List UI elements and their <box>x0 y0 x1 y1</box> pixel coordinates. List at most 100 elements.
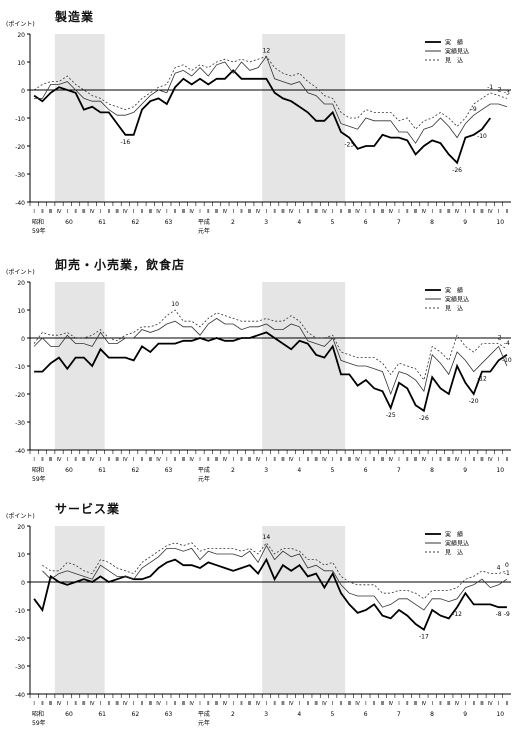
data-label: -2 <box>496 335 502 342</box>
year-label: 7 <box>397 467 401 474</box>
x-tick-label: Ⅳ <box>189 209 194 215</box>
x-tick-label: Ⅳ <box>355 457 360 463</box>
x-tick-label: Ⅱ <box>472 457 474 463</box>
x-tick-label: Ⅰ <box>299 701 300 707</box>
year-label: 60 <box>65 219 73 226</box>
x-tick-label: Ⅲ <box>248 209 251 215</box>
x-tick-label: Ⅳ <box>422 457 427 463</box>
x-tick-label: Ⅱ <box>506 209 508 215</box>
x-tick-label: Ⅱ <box>506 457 508 463</box>
x-tick-label: Ⅱ <box>174 457 176 463</box>
x-tick-label: Ⅱ <box>174 701 176 707</box>
x-tick-label: Ⅱ <box>506 701 508 707</box>
year-label: 3 <box>264 219 268 226</box>
data-label: 0 <box>505 562 509 569</box>
x-tick-label: Ⅲ <box>381 457 384 463</box>
year-label: 61 <box>98 219 106 226</box>
legend-label-forecast: 見 込 <box>445 305 463 313</box>
data-label: -9 <box>504 611 510 618</box>
x-tick-label: Ⅱ <box>207 701 209 707</box>
series-line-actual <box>34 331 508 413</box>
year-label: 61 <box>98 467 106 474</box>
legend-label-expected: 実績見込 <box>445 296 469 304</box>
year-label: 5 <box>331 467 335 474</box>
x-tick-label: Ⅲ <box>182 209 185 215</box>
y-axis-label: (ポイント) <box>6 20 35 28</box>
x-tick-label: Ⅳ <box>289 209 294 215</box>
x-tick-label: Ⅰ <box>465 457 466 463</box>
y-tick-label: -40 <box>15 448 25 455</box>
x-tick-label: Ⅱ <box>307 209 309 215</box>
x-tick-label: Ⅰ <box>33 457 34 463</box>
x-tick-label: Ⅳ <box>156 701 161 707</box>
data-label: 12 <box>263 47 271 54</box>
year-label: 2 <box>231 219 235 226</box>
y-tick-label: -20 <box>15 636 25 643</box>
x-tick-label: Ⅲ <box>248 457 251 463</box>
year-label: 6 <box>364 467 368 474</box>
x-tick-label: Ⅲ <box>281 457 284 463</box>
x-tick-label: Ⅰ <box>332 209 333 215</box>
y-tick-label: 20 <box>17 32 25 39</box>
x-tick-label: Ⅰ <box>199 701 200 707</box>
x-tick-label: Ⅳ <box>488 701 493 707</box>
y-tick-label: 10 <box>17 60 25 67</box>
year-sub-label: 元年 <box>198 475 210 483</box>
x-tick-label: Ⅰ <box>166 209 167 215</box>
x-tick-label: Ⅲ <box>480 457 483 463</box>
x-tick-label: Ⅳ <box>455 457 460 463</box>
x-tick-label: Ⅲ <box>82 701 85 707</box>
x-tick-label: Ⅱ <box>108 209 110 215</box>
x-tick-label: Ⅰ <box>299 209 300 215</box>
x-tick-label: Ⅱ <box>74 701 76 707</box>
x-tick-label: Ⅱ <box>439 457 441 463</box>
x-tick-label: Ⅱ <box>74 457 76 463</box>
year-label: 3 <box>264 467 268 474</box>
data-label: -12 <box>477 376 487 383</box>
x-tick-label: Ⅲ <box>381 701 384 707</box>
x-tick-label: Ⅰ <box>498 457 499 463</box>
x-tick-label: Ⅰ <box>166 701 167 707</box>
x-tick-label: Ⅰ <box>166 457 167 463</box>
y-tick-label: 20 <box>17 524 25 531</box>
year-label: 8 <box>430 467 434 474</box>
x-tick-label: Ⅱ <box>273 457 275 463</box>
x-tick-label: Ⅱ <box>41 457 43 463</box>
x-tick-label: Ⅲ <box>447 209 450 215</box>
x-tick-label: Ⅳ <box>189 701 194 707</box>
data-label: 14 <box>263 534 271 541</box>
recession-shade <box>262 282 346 450</box>
data-label: -3 <box>504 89 510 96</box>
x-tick-label: Ⅱ <box>307 457 309 463</box>
x-tick-label: Ⅰ <box>498 701 499 707</box>
year-label: 3 <box>264 711 268 718</box>
x-tick-label: Ⅰ <box>199 457 200 463</box>
year-label: 5 <box>331 711 335 718</box>
x-tick-label: Ⅲ <box>215 209 218 215</box>
x-tick-label: Ⅲ <box>314 457 317 463</box>
year-label: 10 <box>496 219 504 226</box>
x-tick-label: Ⅱ <box>472 701 474 707</box>
x-tick-label: Ⅰ <box>332 701 333 707</box>
x-tick-label: Ⅲ <box>414 209 417 215</box>
x-tick-label: Ⅳ <box>289 457 294 463</box>
x-tick-label: Ⅳ <box>322 701 327 707</box>
x-tick-label: Ⅲ <box>182 457 185 463</box>
x-tick-label: Ⅰ <box>266 209 267 215</box>
x-tick-label: Ⅱ <box>141 209 143 215</box>
year-sub-label: 59年 <box>32 227 46 235</box>
year-sub-label: 59年 <box>32 475 46 483</box>
year-label: 62 <box>132 467 140 474</box>
x-tick-label: Ⅰ <box>33 209 34 215</box>
x-tick-label: Ⅳ <box>90 457 95 463</box>
year-label: 8 <box>430 711 434 718</box>
x-tick-label: Ⅰ <box>465 209 466 215</box>
series-line-expected <box>33 317 508 396</box>
y-tick-label: -10 <box>15 116 25 123</box>
x-tick-label: Ⅰ <box>100 209 101 215</box>
x-tick-label: Ⅳ <box>156 209 161 215</box>
x-tick-label: Ⅳ <box>223 457 228 463</box>
x-tick-label: Ⅳ <box>57 209 62 215</box>
legend-label-actual: 実 績 <box>445 531 463 539</box>
data-label: -4 <box>504 340 510 347</box>
